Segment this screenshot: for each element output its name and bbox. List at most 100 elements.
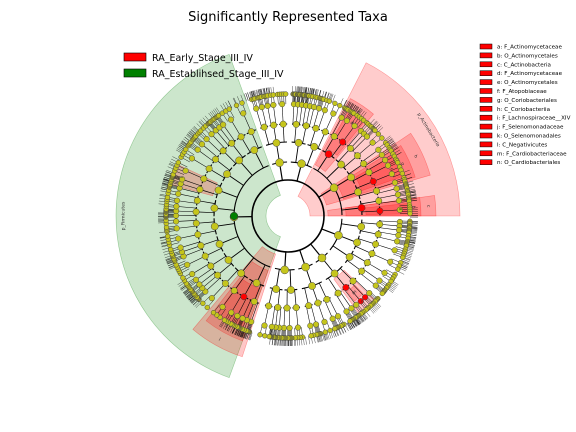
key-swatch-e bbox=[479, 79, 493, 85]
tree-node bbox=[357, 204, 366, 212]
tree-node bbox=[272, 285, 280, 293]
tree-node bbox=[173, 203, 180, 210]
key-swatch-m bbox=[479, 150, 493, 157]
tree-node bbox=[332, 326, 338, 332]
tree-node bbox=[334, 231, 343, 240]
tree-node bbox=[372, 282, 379, 289]
tree-node bbox=[354, 188, 362, 196]
tree-node bbox=[375, 146, 382, 153]
tree-node bbox=[351, 122, 358, 129]
tree-node bbox=[376, 207, 384, 215]
tree-node bbox=[301, 262, 310, 272]
tree-node bbox=[326, 98, 333, 104]
tree-node bbox=[323, 295, 331, 303]
tree-node bbox=[395, 232, 402, 239]
tree-node bbox=[200, 300, 206, 307]
tree-node bbox=[354, 152, 361, 160]
tree-node bbox=[372, 240, 380, 248]
tree-node bbox=[375, 197, 383, 205]
tree-node bbox=[302, 122, 310, 130]
tree-node bbox=[339, 138, 347, 146]
key-label-a: a: F_Actinomycetaceae bbox=[497, 45, 562, 51]
tree-node bbox=[348, 305, 355, 312]
tree-node bbox=[194, 231, 202, 239]
tree-node bbox=[292, 304, 300, 312]
tree-node bbox=[400, 254, 406, 261]
tree-node bbox=[366, 290, 373, 297]
tree-node bbox=[194, 146, 201, 153]
tree-node bbox=[221, 317, 228, 323]
tree-node bbox=[376, 277, 383, 284]
key-label-f: f: F_Atopobiaceae bbox=[497, 89, 547, 95]
sector-label-a: a bbox=[397, 208, 402, 211]
sector-label-i: i bbox=[179, 176, 185, 179]
tree-node bbox=[373, 187, 380, 195]
tree-node bbox=[252, 279, 261, 287]
tree-node bbox=[279, 101, 286, 108]
tree-node bbox=[347, 173, 355, 182]
sector-label-g: g bbox=[399, 162, 405, 167]
tree-node bbox=[337, 102, 343, 109]
tree-node bbox=[286, 324, 293, 332]
tree-node bbox=[363, 133, 371, 140]
tree-node bbox=[219, 303, 226, 310]
chart-title: Significantly Represented Taxa bbox=[188, 10, 388, 25]
tree-node bbox=[342, 284, 350, 291]
tree-node bbox=[357, 222, 366, 231]
tree-node bbox=[353, 238, 361, 247]
key-label-l: l: C_Negativicutes bbox=[497, 142, 547, 148]
taxa-key: a: F_Actinomycetaceae b: O_Actinomycetale… bbox=[479, 43, 571, 166]
tree-node bbox=[262, 333, 268, 339]
key-swatch-c bbox=[479, 61, 493, 68]
tree-node bbox=[369, 178, 377, 185]
tree-node bbox=[384, 162, 392, 169]
tree-node bbox=[312, 321, 320, 328]
tree-node bbox=[308, 282, 316, 290]
key-swatch-i bbox=[479, 114, 493, 121]
sector-label-f: f bbox=[387, 167, 393, 171]
tree-node bbox=[257, 332, 263, 338]
tree-node bbox=[360, 160, 368, 168]
tree-node bbox=[210, 309, 217, 316]
tree-node bbox=[180, 275, 186, 281]
tree-node bbox=[310, 142, 319, 151]
sector-label-m: m bbox=[352, 289, 359, 296]
tree-node bbox=[240, 293, 248, 301]
tree-node bbox=[346, 144, 354, 152]
tree-node bbox=[237, 133, 245, 141]
tree-node bbox=[177, 244, 184, 251]
tree-node bbox=[327, 327, 333, 334]
tree-node bbox=[374, 230, 382, 238]
key-swatch-f bbox=[479, 88, 493, 94]
tree-node bbox=[203, 136, 210, 143]
tree-node bbox=[214, 186, 223, 195]
tree-node bbox=[330, 110, 337, 117]
cladogram-nodes bbox=[163, 91, 413, 341]
tree-node bbox=[270, 101, 277, 109]
tree-node bbox=[268, 323, 275, 330]
sector-label-k: k bbox=[224, 323, 230, 330]
key-label-i: i: F_Lachnospiraceae__XIV bbox=[497, 116, 571, 122]
tree-node bbox=[395, 159, 401, 166]
tree-node bbox=[228, 139, 236, 147]
key-label-c: c: C_Actinobacteria bbox=[497, 62, 551, 68]
highlight-sectors bbox=[115, 53, 461, 379]
tree-node bbox=[275, 158, 284, 167]
tree-node bbox=[179, 176, 186, 183]
tree-node bbox=[189, 270, 196, 278]
legend: RA_Early_Stage_III_IV RA_Establihsed_Sta… bbox=[123, 52, 284, 80]
tree-node bbox=[258, 104, 265, 111]
tree-node bbox=[329, 315, 336, 322]
tree-node bbox=[357, 298, 364, 305]
tree-node bbox=[233, 102, 240, 109]
tree-node bbox=[329, 183, 339, 193]
sector-label-j: j bbox=[230, 312, 235, 318]
key-swatch-k bbox=[479, 132, 493, 139]
tree-node bbox=[324, 150, 333, 159]
tree-node bbox=[358, 267, 366, 275]
tree-node bbox=[375, 131, 382, 137]
tree-node bbox=[219, 147, 227, 155]
tree-node bbox=[292, 120, 300, 128]
tree-node bbox=[294, 138, 303, 147]
tree-node bbox=[395, 197, 402, 204]
